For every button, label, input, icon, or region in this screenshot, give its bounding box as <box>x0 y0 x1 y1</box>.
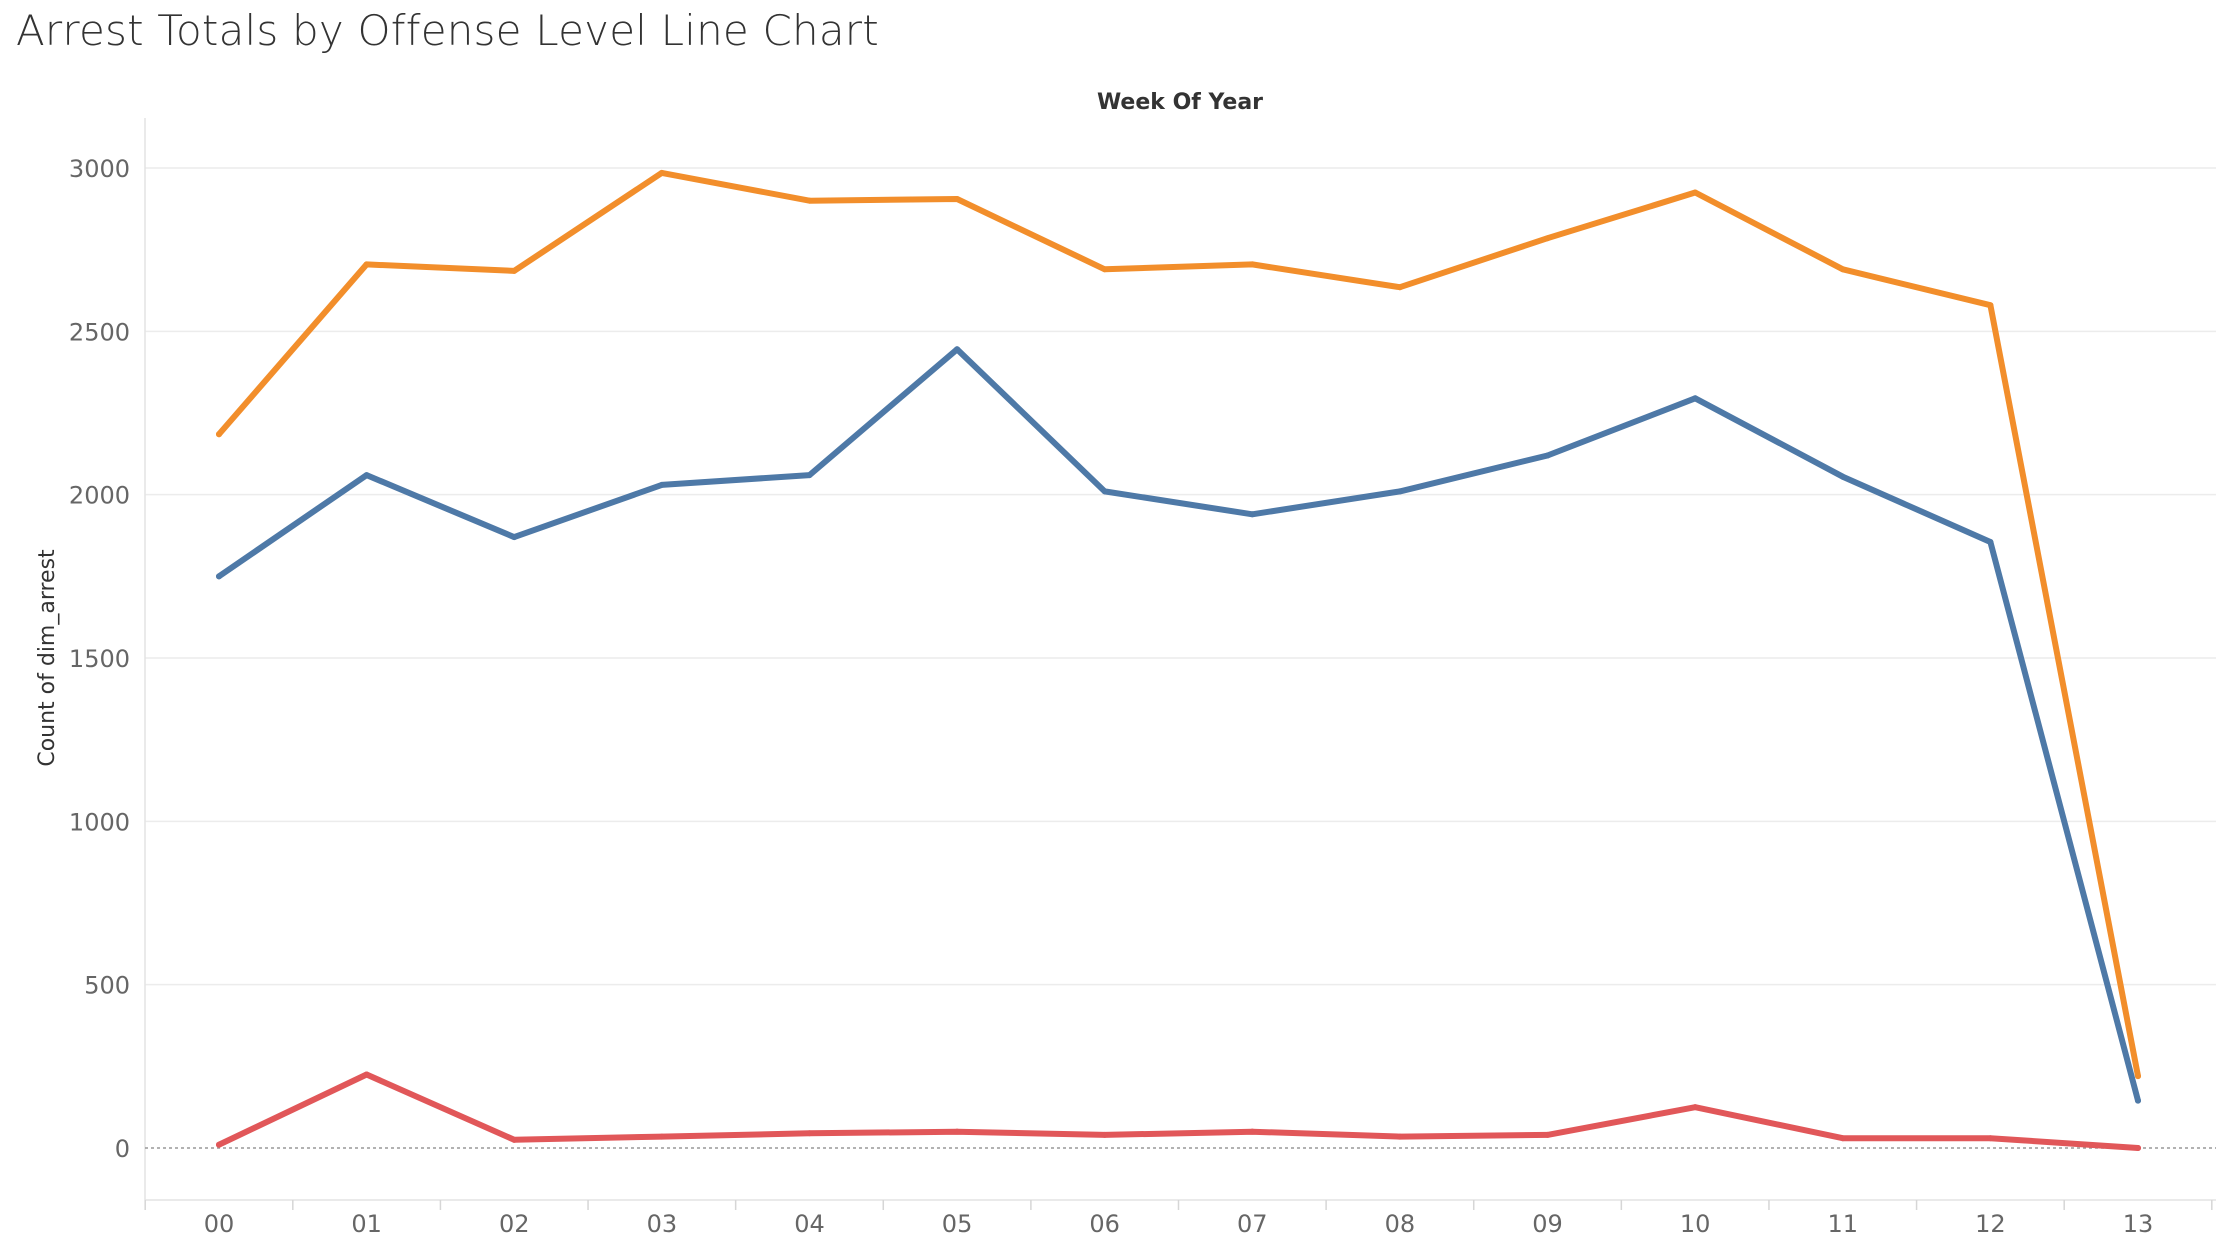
data-point <box>216 1141 222 1148</box>
data-point <box>1987 539 1994 546</box>
x-tick-label: 13 <box>2123 1210 2154 1238</box>
data-point <box>216 431 222 438</box>
data-point <box>1101 488 1108 495</box>
data-point <box>511 267 518 274</box>
data-point <box>1544 1131 1551 1138</box>
data-point <box>1987 1135 1994 1142</box>
data-point <box>1692 395 1699 402</box>
data-point <box>954 346 961 353</box>
x-tick-label: 04 <box>794 1210 825 1238</box>
data-point <box>1249 511 1256 518</box>
data-point <box>511 534 518 541</box>
data-point <box>806 1130 813 1137</box>
data-point <box>2135 1073 2141 1080</box>
y-tick-label: 1000 <box>69 808 130 836</box>
data-point <box>658 1133 665 1140</box>
data-point <box>1396 488 1403 495</box>
y-tick-label: 0 <box>115 1135 130 1163</box>
x-tick-label: 05 <box>942 1210 973 1238</box>
series-lines <box>216 169 2141 1151</box>
data-point <box>806 197 813 204</box>
series-line-2 <box>216 1071 2141 1151</box>
series-line-1 <box>216 346 2141 1104</box>
data-point <box>1396 1133 1403 1140</box>
data-point <box>1101 1131 1108 1138</box>
y-tick-label: 2000 <box>69 482 130 510</box>
data-point <box>1101 266 1108 273</box>
gridlines <box>144 118 2216 1201</box>
series-line-0 <box>216 169 2141 1080</box>
x-tick-label: 03 <box>647 1210 678 1238</box>
data-point <box>511 1136 518 1143</box>
y-tick-label: 1500 <box>69 645 130 673</box>
x-tick-label: 11 <box>1827 1210 1858 1238</box>
x-tick-label: 12 <box>1975 1210 2006 1238</box>
chart-title: Arrest Totals by Offense Level Line Char… <box>16 6 879 55</box>
x-tick-label: 02 <box>499 1210 530 1238</box>
x-tick-label: 10 <box>1680 1210 1711 1238</box>
data-point <box>658 481 665 488</box>
data-point <box>1396 284 1403 291</box>
data-point <box>1249 1128 1256 1135</box>
x-tick-label: 06 <box>1089 1210 1120 1238</box>
data-point <box>363 261 370 268</box>
x-tick-label: 09 <box>1532 1210 1563 1238</box>
x-tick-label: 00 <box>204 1210 235 1238</box>
y-axis-tick-labels: 0 500 1000 1500 2000 2500 3000 <box>69 155 130 1163</box>
y-tick-label: 2500 <box>69 318 130 346</box>
data-point <box>363 472 370 479</box>
data-point <box>1839 1135 1846 1142</box>
data-point <box>216 573 222 580</box>
data-point <box>1692 1104 1699 1111</box>
data-point <box>363 1071 370 1078</box>
data-point <box>1839 473 1846 480</box>
data-point <box>954 1128 961 1135</box>
data-point <box>2135 1145 2141 1151</box>
x-axis-ticks <box>144 1200 2213 1210</box>
x-axis-tick-labels: 00 01 02 03 04 05 06 07 08 09 10 11 12 13 <box>204 1210 2154 1238</box>
y-tick-label: 3000 <box>69 155 130 183</box>
data-point <box>1987 302 1994 309</box>
data-point <box>1839 266 1846 273</box>
x-tick-label: 08 <box>1385 1210 1416 1238</box>
data-point <box>2135 1097 2141 1104</box>
y-axis-title: Count of dim_arrest <box>35 549 60 767</box>
data-point <box>954 196 961 203</box>
data-point <box>658 169 665 176</box>
x-axis-title: Week Of Year <box>1097 90 1263 115</box>
x-tick-label: 01 <box>351 1210 382 1238</box>
data-point <box>1692 189 1699 196</box>
data-point <box>1544 452 1551 459</box>
y-tick-label: 500 <box>84 972 130 1000</box>
data-point <box>1544 235 1551 242</box>
x-tick-label: 07 <box>1237 1210 1268 1238</box>
data-point <box>1249 261 1256 268</box>
data-point <box>806 472 813 479</box>
